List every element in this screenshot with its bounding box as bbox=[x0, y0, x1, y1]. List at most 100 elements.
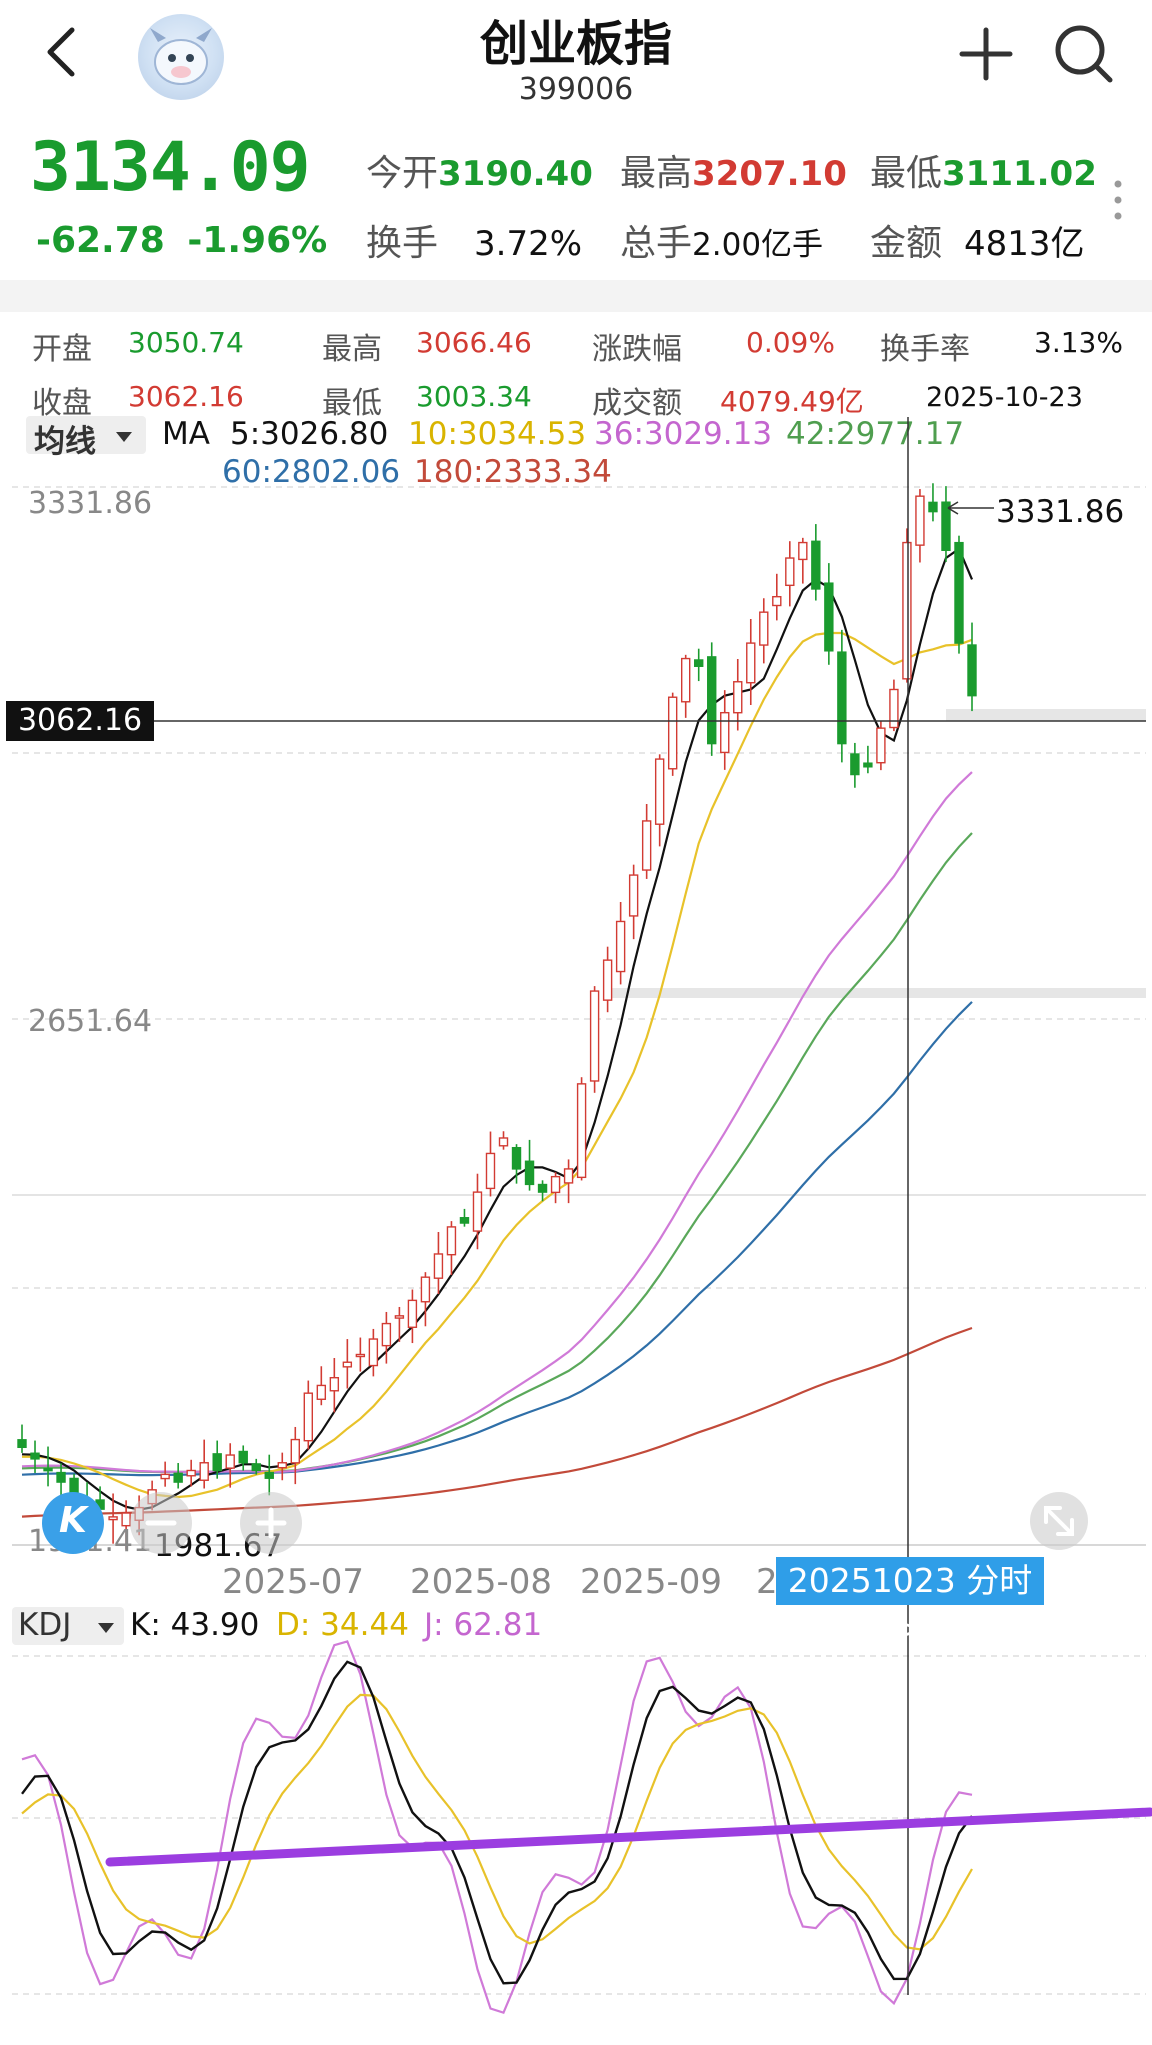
high-label: 最高 bbox=[620, 153, 693, 194]
chevron-down-icon bbox=[116, 432, 132, 442]
kdj-d-line bbox=[21, 1693, 973, 1951]
candle-body bbox=[563, 1168, 574, 1184]
candle-body bbox=[641, 820, 652, 871]
kdj-k-line bbox=[21, 1660, 973, 1985]
candle-body bbox=[967, 644, 977, 697]
plus-icon[interactable] bbox=[956, 24, 1016, 84]
ma-label: MA bbox=[162, 416, 210, 452]
candle-body bbox=[837, 651, 847, 745]
amount-value: 4813亿 bbox=[964, 224, 1085, 264]
candle-body bbox=[524, 1160, 535, 1186]
amount-label: 金额 bbox=[870, 223, 943, 264]
candle-body bbox=[485, 1152, 496, 1190]
kdj-j-line bbox=[21, 1640, 973, 2015]
candle-body bbox=[498, 1137, 509, 1147]
candle-body bbox=[433, 1253, 444, 1279]
price-band bbox=[946, 709, 1146, 721]
volume-value: 2.00亿手 bbox=[692, 227, 824, 263]
mascot-avatar-icon[interactable] bbox=[138, 14, 224, 100]
intraday-button[interactable]: 20251023 分时 > bbox=[776, 1557, 1044, 1648]
turnover-label: 换手 bbox=[366, 223, 439, 264]
candle-body bbox=[759, 611, 769, 646]
candle-body bbox=[420, 1276, 431, 1303]
fullscreen-icon[interactable] bbox=[1030, 1492, 1088, 1550]
ma36-value: 36:3029.13 bbox=[594, 416, 773, 452]
search-icon[interactable] bbox=[1052, 22, 1116, 86]
candle-body bbox=[954, 541, 964, 644]
candle-body bbox=[615, 920, 626, 973]
candle-body bbox=[602, 959, 613, 1001]
candle-body bbox=[407, 1299, 418, 1328]
candle-body bbox=[680, 657, 691, 703]
back-chevron-icon[interactable] bbox=[34, 24, 90, 80]
day-amount-value: 4079.49亿 bbox=[720, 385, 864, 418]
candle-body bbox=[368, 1338, 379, 1367]
candle-body bbox=[381, 1322, 392, 1347]
candle-body bbox=[290, 1438, 300, 1464]
low-today: 最低3111.02 bbox=[870, 144, 1097, 196]
zoom-in-icon[interactable] bbox=[240, 1492, 302, 1554]
candle-body bbox=[303, 1392, 314, 1442]
candle-body bbox=[824, 582, 834, 652]
day-chg-value: 0.09% bbox=[746, 326, 835, 359]
ma36-line bbox=[21, 771, 973, 1473]
candle-body bbox=[225, 1454, 235, 1469]
candle-body bbox=[316, 1384, 327, 1400]
candle-body bbox=[30, 1452, 40, 1460]
price-band bbox=[612, 988, 1146, 998]
date-tick-jul: 2025-07 bbox=[222, 1562, 365, 1602]
day-high-label: 最高 bbox=[322, 332, 382, 367]
candle-body bbox=[550, 1175, 561, 1194]
zoom-out-icon[interactable] bbox=[130, 1492, 192, 1554]
day-close-value: 3062.16 bbox=[128, 380, 244, 413]
date-tick-aug: 2025-08 bbox=[410, 1562, 553, 1602]
ma-selector-label: 均线 bbox=[34, 424, 96, 460]
current-price: 3134.09 bbox=[30, 128, 311, 207]
candle-body bbox=[43, 1467, 53, 1472]
turnover-value: 3.72% bbox=[474, 224, 583, 264]
max-price-marker: 3331.86 bbox=[996, 494, 1125, 530]
low-value: 3111.02 bbox=[942, 154, 1097, 194]
ma10-value: 10:3034.53 bbox=[408, 416, 587, 452]
candle-body bbox=[707, 656, 717, 745]
day-low-value: 3003.34 bbox=[416, 380, 532, 413]
candle-body bbox=[798, 541, 808, 561]
candle-body bbox=[628, 874, 639, 917]
candle-body bbox=[186, 1469, 196, 1477]
candle-body bbox=[876, 727, 886, 764]
candle-body bbox=[811, 540, 821, 590]
date-tick-sep: 2025-09 bbox=[580, 1562, 723, 1602]
ma42-value: 42:2977.17 bbox=[786, 416, 965, 452]
kdj-trendline bbox=[105, 1807, 1152, 1867]
candle-body bbox=[537, 1183, 548, 1193]
candle-body bbox=[173, 1472, 183, 1483]
date-tick-oct: 2 bbox=[756, 1562, 778, 1602]
volume-label: 总手 bbox=[620, 223, 693, 264]
candle-body bbox=[160, 1473, 170, 1480]
candle-body bbox=[863, 762, 873, 768]
chevron-down-icon bbox=[98, 1623, 114, 1633]
candle-body bbox=[446, 1226, 457, 1256]
candle-body bbox=[720, 711, 730, 754]
candle-body bbox=[576, 1083, 587, 1179]
candle-body bbox=[56, 1471, 66, 1483]
day-amount-label: 成交额 bbox=[592, 386, 682, 421]
candle-body bbox=[941, 501, 951, 552]
low-label: 最低 bbox=[870, 153, 943, 194]
candle-body bbox=[915, 495, 925, 546]
candle-body bbox=[511, 1146, 522, 1170]
day-close-label: 收盘 bbox=[32, 386, 92, 421]
k-logo-button[interactable]: K bbox=[42, 1492, 104, 1554]
open-label: 今开 bbox=[366, 153, 439, 194]
candle-body bbox=[667, 696, 678, 770]
candle-body bbox=[654, 758, 665, 825]
ma-selector-button[interactable]: 均线 bbox=[26, 416, 146, 460]
candle-body bbox=[459, 1217, 470, 1224]
day-high-value: 3066.46 bbox=[416, 326, 532, 359]
candle-body bbox=[264, 1471, 274, 1479]
day-date: 2025-10-23 bbox=[926, 382, 1083, 413]
kdj-selector-button[interactable]: KDJ bbox=[12, 1607, 124, 1645]
page-title: 创业板指 bbox=[479, 16, 672, 72]
day-open-value: 3050.74 bbox=[128, 326, 244, 359]
